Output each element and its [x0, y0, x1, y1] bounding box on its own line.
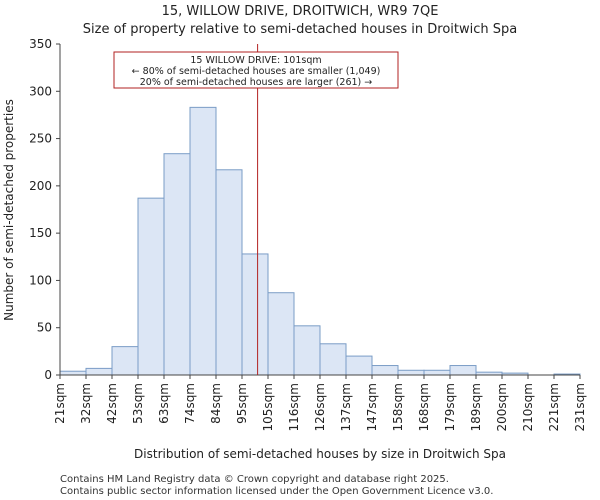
bar-21sqm	[59, 370, 87, 376]
x-tick-label-74sqm: 74sqm	[183, 383, 197, 424]
y-tick-label-50: 50	[37, 321, 52, 335]
x-tick-label-63sqm: 63sqm	[157, 383, 171, 424]
y-axis-label: Number of semi-detached properties	[2, 99, 16, 321]
footer-line-1: Contains HM Land Registry data © Crown c…	[60, 474, 449, 485]
x-tick-label-189sqm: 189sqm	[469, 383, 483, 431]
bar-32sqm	[85, 367, 113, 376]
x-axis-label: Distribution of semi-detached houses by …	[134, 447, 506, 461]
bar-116sqm	[293, 325, 321, 376]
axes-group: 0 50 100 150 200 250 300 350 21sqm 32sqm 42sqm 53sq…	[29, 37, 587, 431]
bar-95sqm	[241, 253, 269, 376]
x-tick-label-105sqm: 105sqm	[261, 383, 275, 431]
annotation-line-1: 15 WILLOW DRIVE: 101sqm	[190, 55, 321, 66]
annotation-box	[113, 51, 399, 89]
footer-line-2: Contains public sector information licen…	[60, 486, 494, 497]
bar-63sqm	[163, 153, 191, 376]
marker-group: 15 WILLOW DRIVE: 101sqm← 80% of semi-det…	[113, 44, 399, 375]
annotation-line-3: 20% of semi-detached houses are larger (…	[140, 77, 373, 88]
x-tick-label-200sqm: 200sqm	[495, 383, 509, 431]
x-tick-label-32sqm: 32sqm	[79, 383, 93, 424]
x-tick-label-84sqm: 84sqm	[209, 383, 223, 424]
x-tick-label-95sqm: 95sqm	[235, 383, 249, 424]
x-tick-label-137sqm: 137sqm	[339, 383, 353, 431]
bar-42sqm	[111, 346, 139, 376]
y-tick-label-0: 0	[44, 368, 52, 382]
y-tick-label-100: 100	[29, 273, 52, 287]
annotation-line-2: ← 80% of semi-detached houses are smalle…	[132, 66, 381, 77]
x-tick-label-221sqm: 221sqm	[547, 383, 561, 431]
x-tick-label-179sqm: 179sqm	[443, 383, 457, 431]
chart-subtitle: Size of property relative to semi-detach…	[82, 22, 518, 37]
x-tick-label-231sqm: 231sqm	[573, 383, 587, 431]
chart-title: 15, WILLOW DRIVE, DROITWICH, WR9 7QE	[161, 4, 439, 19]
x-tick-label-158sqm: 158sqm	[391, 383, 405, 431]
y-tick-label-350: 350	[29, 37, 52, 51]
x-tick-label-168sqm: 168sqm	[417, 383, 431, 431]
bar-105sqm	[267, 292, 295, 376]
y-tick-label-200: 200	[29, 179, 52, 193]
bar-53sqm	[137, 197, 165, 376]
bar-74sqm	[189, 106, 217, 376]
x-tick-label-147sqm: 147sqm	[365, 383, 379, 431]
bar-158sqm	[397, 369, 425, 376]
bar-179sqm	[449, 365, 477, 376]
x-tick-label-53sqm: 53sqm	[131, 383, 145, 424]
bars-group	[59, 106, 581, 376]
y-tick-label-300: 300	[29, 84, 52, 98]
y-tick-label-250: 250	[29, 132, 52, 146]
bar-168sqm	[423, 369, 451, 376]
x-tick-label-42sqm: 42sqm	[105, 383, 119, 424]
bar-84sqm	[215, 169, 243, 376]
x-tick-label-210sqm: 210sqm	[521, 383, 535, 431]
bar-137sqm	[345, 355, 373, 376]
x-tick-label-116sqm: 116sqm	[287, 383, 301, 431]
bar-147sqm	[371, 365, 399, 376]
bar-126sqm	[319, 343, 347, 376]
x-tick-label-126sqm: 126sqm	[313, 383, 327, 431]
y-tick-label-150: 150	[29, 226, 52, 240]
x-tick-label-21sqm: 21sqm	[53, 383, 67, 424]
